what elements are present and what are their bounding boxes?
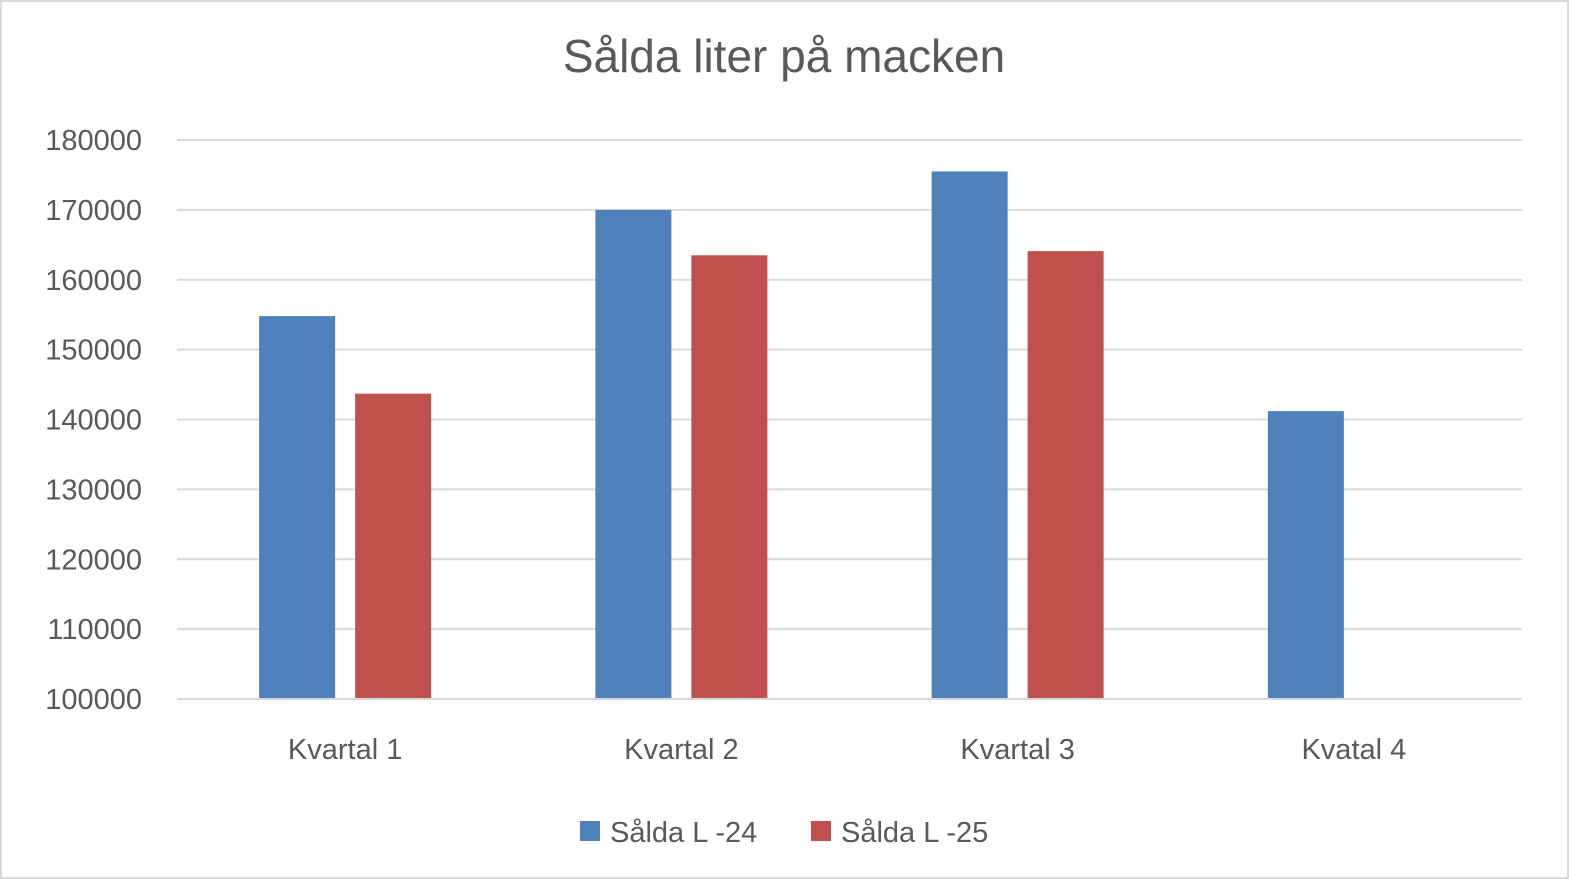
x-category-label: Kvartal 3 xyxy=(960,734,1074,766)
bars xyxy=(259,171,1344,700)
y-tick-label: 140000 xyxy=(45,405,142,437)
bar-series-1 xyxy=(595,209,672,699)
y-tick-label: 100000 xyxy=(45,684,142,716)
y-tick-label: 120000 xyxy=(45,544,142,576)
bar-series-2 xyxy=(355,393,432,699)
legend-swatch xyxy=(580,821,600,841)
chart-title: Sålda liter på macken xyxy=(563,30,1005,82)
y-tick-label: 170000 xyxy=(45,195,142,227)
legend-swatch xyxy=(811,821,831,841)
bar-series-2 xyxy=(1027,251,1104,699)
x-category-label: Kvartal 2 xyxy=(624,734,738,766)
bar-series-2 xyxy=(691,255,768,699)
x-category-label: Kvatal 4 xyxy=(1301,734,1406,766)
y-tick-label: 180000 xyxy=(45,125,142,157)
legend: Sålda L -24 Sålda L -25 xyxy=(580,817,988,849)
bar-series-1 xyxy=(1267,411,1344,699)
legend-label: Sålda L -25 xyxy=(841,817,988,849)
y-axis-tick-labels: 100000 110000 120000 130000 140000 150000 1600… xyxy=(45,125,142,716)
y-tick-label: 110000 xyxy=(47,614,142,646)
y-tick-label: 150000 xyxy=(45,335,142,367)
bar-series-1 xyxy=(259,316,336,699)
x-axis-category-labels: Kvartal 1 Kvartal 2 Kvartal 3 Kvatal 4 xyxy=(288,734,1406,766)
legend-label: Sålda L -24 xyxy=(610,817,757,849)
x-category-label: Kvartal 1 xyxy=(288,734,402,766)
y-tick-label: 130000 xyxy=(45,474,142,506)
bar-series-1 xyxy=(931,171,1008,700)
y-tick-label: 160000 xyxy=(45,265,142,297)
